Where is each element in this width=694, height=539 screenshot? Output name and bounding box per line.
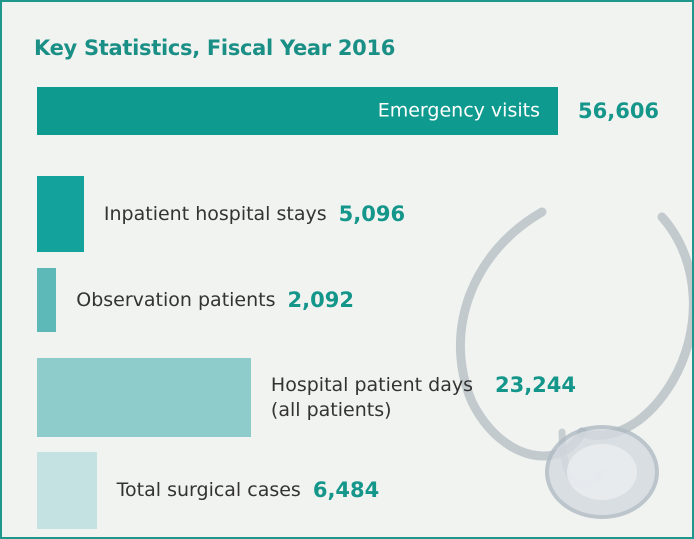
value-label: 23,244: [494, 372, 577, 397]
value-label: 5,096: [338, 201, 406, 226]
category-label: Total surgical cases: [116, 479, 301, 502]
label-group: Observation patients 2,092: [76, 288, 354, 313]
bar: Emergency visits: [37, 87, 558, 135]
bar: [37, 176, 84, 252]
category-label: Hospital patient days (all patients): [270, 373, 473, 421]
bar-row: Hospital patient days (all patients) 23,2…: [37, 358, 576, 437]
label-group: Hospital patient days (all patients) 23,2…: [271, 373, 576, 422]
category-label: Observation patients: [76, 288, 276, 311]
label-group: Total surgical cases 6,484: [117, 478, 380, 503]
value-label: 2,092: [287, 287, 354, 312]
category-label: Inpatient hospital stays: [103, 202, 327, 225]
bar: [37, 452, 97, 529]
category-label: Emergency visits: [377, 99, 540, 122]
bar-row: Emergency visits 56,606: [37, 87, 659, 135]
bar-row: Observation patients 2,092: [37, 268, 354, 332]
bar: [37, 358, 251, 437]
value-label: 56,606: [578, 99, 660, 123]
value-label: 6,484: [312, 478, 380, 503]
bar-row: Inpatient hospital stays 5,096: [37, 176, 405, 252]
bar: [37, 268, 57, 332]
bar-row: Total surgical cases 6,484: [37, 452, 379, 529]
chart-title: Key Statistics, Fiscal Year 2016: [34, 36, 396, 60]
label-group: Inpatient hospital stays 5,096: [104, 202, 405, 227]
